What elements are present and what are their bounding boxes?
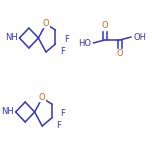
Text: NH: NH	[5, 33, 18, 43]
Text: F: F	[56, 121, 61, 131]
Text: F: F	[60, 47, 65, 57]
Text: NH: NH	[1, 107, 14, 116]
Text: O: O	[43, 19, 49, 28]
Text: O: O	[116, 50, 123, 59]
Text: O: O	[39, 93, 45, 102]
Text: O: O	[101, 21, 108, 31]
Text: HO: HO	[78, 38, 91, 47]
Text: F: F	[64, 36, 69, 45]
Text: OH: OH	[133, 33, 146, 41]
Text: F: F	[60, 109, 65, 119]
